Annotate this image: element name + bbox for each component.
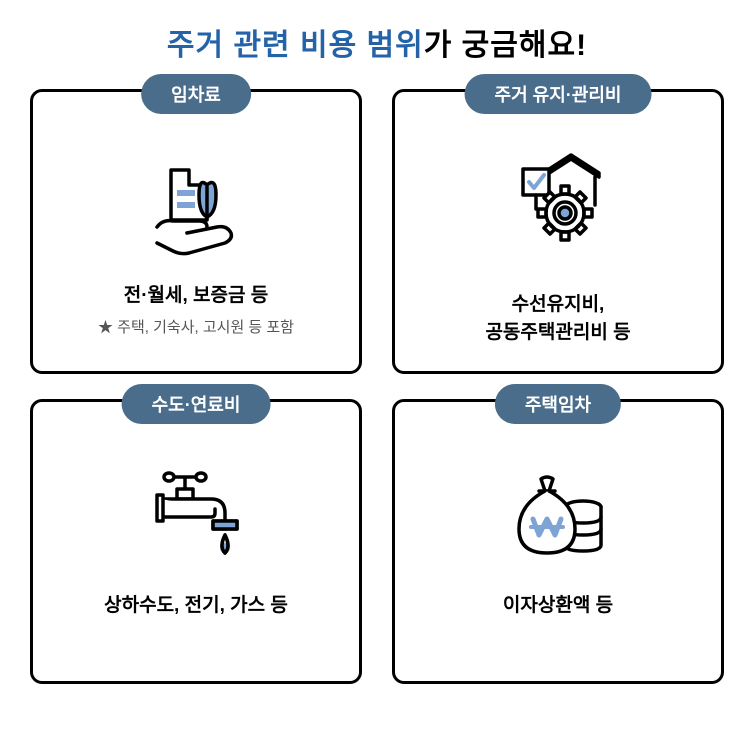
card-maintenance: 주거 유지·관리비 <box>392 89 724 374</box>
desc-rent: 전·월세, 보증금 등 ★ 주택, 기숙사, 고시원 등 포함 <box>98 282 294 339</box>
desc-main: 상하수도, 전기, 가스 등 <box>104 592 288 621</box>
faucet-icon <box>139 457 254 577</box>
title-highlighted: 주거 관련 비용 범위 <box>167 29 424 62</box>
house-gear-icon <box>503 147 613 247</box>
badge-loan: 주택임차 <box>495 384 621 424</box>
title-rest: 가 궁금해요! <box>424 29 587 62</box>
desc-utilities: 상하수도, 전기, 가스 등 <box>104 592 288 621</box>
badge-utilities: 수도·연료비 <box>122 384 271 424</box>
page-title: 주거 관련 비용 범위가 궁금해요! <box>30 20 724 64</box>
card-utilities: 수도·연료비 <box>30 399 362 684</box>
desc-main: 전·월세, 보증금 등 <box>98 282 294 311</box>
card-rent: 임차료 전·월세, 보증금 등 ★ 주택, 기숙사, 고시원 <box>30 89 362 374</box>
desc-main: 이자상환액 등 <box>503 592 613 621</box>
desc-sub: ★ 주택, 기숙사, 고시원 등 포함 <box>98 317 294 340</box>
money-bag-icon <box>501 457 616 577</box>
cards-grid: 임차료 전·월세, 보증금 등 ★ 주택, 기숙사, 고시원 <box>30 89 724 684</box>
desc-maintenance: 수선유지비, 공동주택관리비 등 <box>485 262 630 376</box>
card-loan: 주택임차 이자상환액 등 <box>392 399 724 684</box>
house-hand-icon <box>139 147 254 267</box>
desc-main: 수선유지비, 공동주택관리비 등 <box>485 291 630 348</box>
badge-rent: 임차료 <box>141 74 251 114</box>
badge-maintenance: 주거 유지·관리비 <box>465 74 652 114</box>
desc-loan: 이자상환액 등 <box>503 592 613 621</box>
